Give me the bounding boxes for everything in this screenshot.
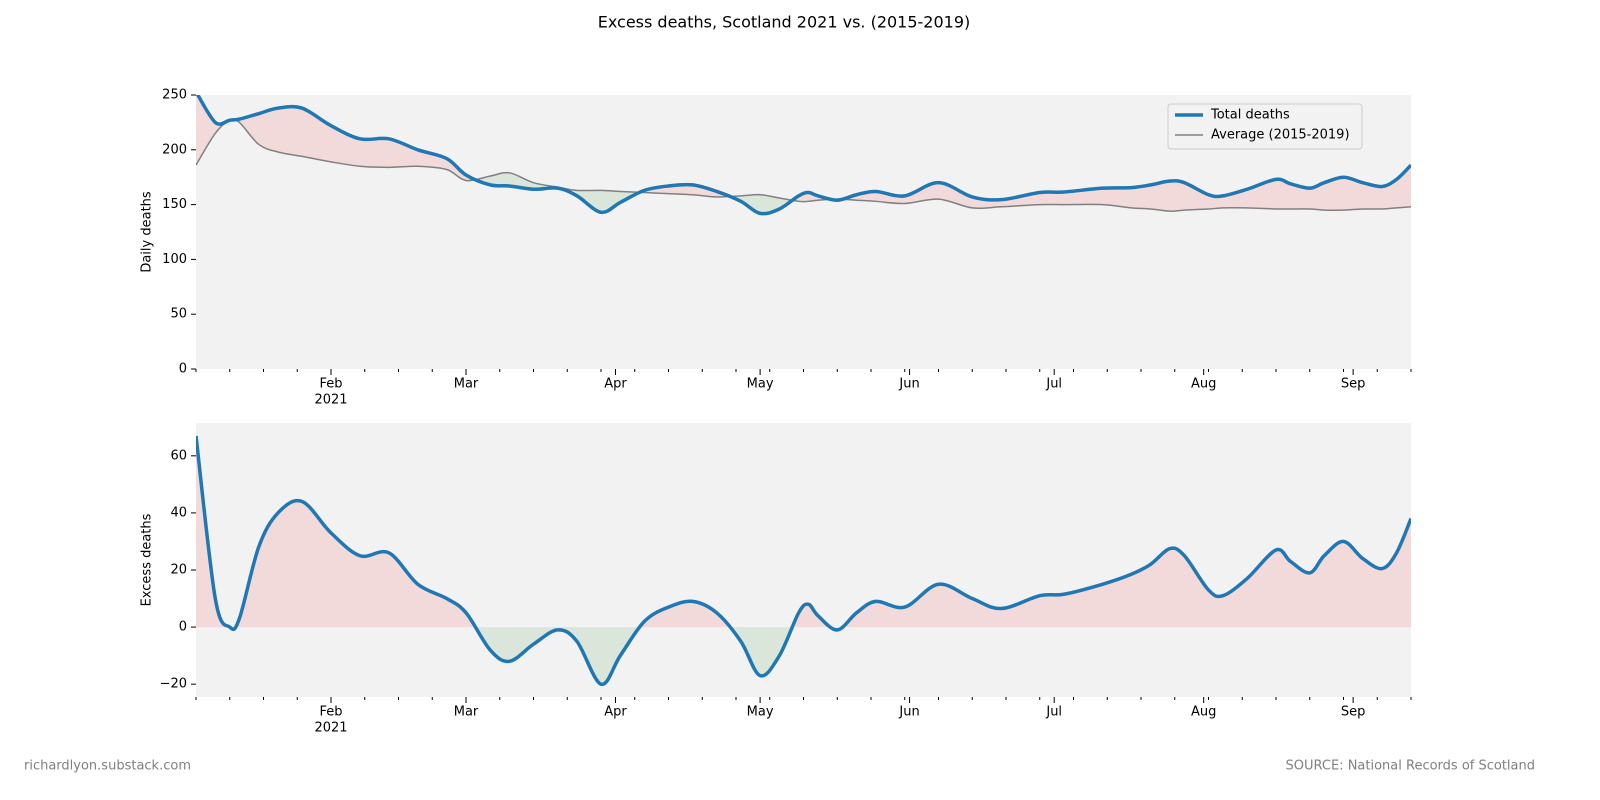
legend-box — [1167, 103, 1363, 150]
x-tick-label: May — [747, 377, 774, 392]
y-tick-label: 0 — [179, 362, 187, 377]
x-year-label: 2021 — [314, 393, 347, 408]
x-tick-label: Apr — [604, 705, 627, 720]
series-line — [196, 435, 1411, 686]
y-tick-label: 40 — [170, 505, 187, 520]
plot-area — [196, 95, 1411, 216]
y-tick-label: 250 — [162, 88, 187, 103]
x-tick-label: Sep — [1341, 705, 1366, 720]
y-axis-label: Daily deaths — [140, 191, 155, 273]
plot-area — [196, 435, 1411, 686]
x-tick-label: Feb — [319, 377, 342, 392]
deficit-fill — [196, 119, 1411, 214]
x-tick-label: Apr — [604, 377, 627, 392]
y-tick-label: 150 — [162, 197, 187, 212]
x-tick-label: Aug — [1191, 377, 1216, 392]
x-tick-label: Feb — [319, 705, 342, 720]
chart-title: Excess deaths, Scotland 2021 vs. (2015-2… — [598, 13, 971, 32]
deficit-fill — [196, 627, 1411, 685]
y-tick-label: 0 — [179, 620, 187, 635]
series-line — [196, 95, 1411, 216]
x-tick-label: Jun — [898, 705, 919, 720]
y-tick-label: 100 — [162, 252, 187, 267]
series-line — [196, 118, 1411, 212]
y-tick-label: 50 — [170, 307, 187, 322]
x-year-label: 2021 — [314, 721, 347, 736]
excess-fill — [196, 435, 1411, 628]
y-tick-label: −20 — [160, 677, 187, 692]
x-tick-label: May — [747, 705, 774, 720]
x-tick-label: Jun — [898, 377, 919, 392]
x-tick-label: Aug — [1191, 705, 1216, 720]
y-tick-label: 20 — [170, 562, 187, 577]
x-tick-label: Mar — [454, 377, 479, 392]
y-tick-label: 60 — [170, 448, 187, 463]
y-axis-label: Excess deaths — [140, 513, 155, 606]
footer-left: richardlyon.substack.com — [24, 759, 191, 774]
y-tick-label: 200 — [162, 142, 187, 157]
x-tick-label: Sep — [1341, 377, 1366, 392]
x-tick-label: Mar — [454, 705, 479, 720]
legend-label: Average (2015-2019) — [1211, 128, 1350, 143]
legend-label: Total deaths — [1210, 108, 1290, 123]
footer-right: SOURCE: National Records of Scotland — [1286, 759, 1536, 774]
x-tick-label: Jul — [1045, 705, 1062, 720]
x-tick-label: Jul — [1045, 377, 1062, 392]
